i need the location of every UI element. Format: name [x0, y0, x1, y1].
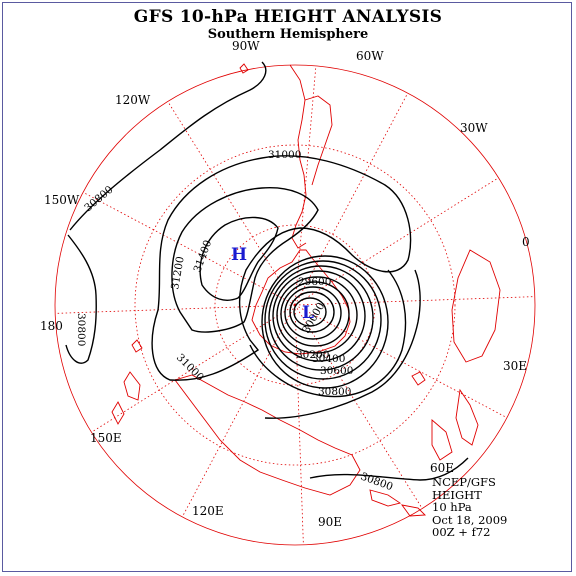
info-run: 00Z + f72 — [432, 525, 491, 539]
meridian-line — [294, 92, 409, 306]
info-date: Oct 18, 2009 — [432, 512, 508, 527]
low-center-marker: L — [302, 303, 314, 323]
longitude-label: 90E — [318, 515, 342, 529]
high-center-marker: H — [231, 245, 247, 265]
latitude-circle — [214, 224, 376, 386]
longitude-label: 30W — [460, 121, 488, 135]
meridian-line — [82, 191, 296, 306]
meridian-line — [181, 304, 296, 518]
info-level: 10 hPa — [432, 500, 472, 514]
longitude-label: 180 — [40, 319, 63, 333]
contour-label: 31000 — [268, 149, 301, 161]
longitude-labels: 90W 60W 30W 0 30E 60E 90E 120E 150E 180 150W 120W — [40, 39, 530, 529]
longitude-label: 0 — [522, 235, 530, 249]
meridian-line — [55, 304, 296, 314]
map-subtitle: Southern Hemisphere — [207, 27, 369, 42]
info-field: HEIGHT — [432, 487, 482, 502]
longitude-label: 60W — [356, 49, 384, 63]
coastlines — [111, 63, 501, 517]
longitude-label: 150E — [90, 431, 122, 445]
contour-labels: 3100030800314003120030800310002960030000… — [75, 149, 394, 493]
longitude-label: 120W — [115, 93, 151, 107]
contour-label: 30200 — [296, 349, 329, 361]
contour-label: 29600 — [298, 276, 331, 288]
height-contours — [65, 61, 469, 481]
contour-label: 30800 — [82, 184, 115, 215]
map-frame — [2, 2, 572, 572]
contour-label: 30600 — [320, 365, 353, 377]
latitude-circle — [134, 144, 456, 466]
meridian-line — [294, 296, 535, 306]
contour-label: 30800 — [359, 471, 394, 494]
contour-label: 30400 — [312, 353, 345, 365]
map-title: GFS 10-hPa HEIGHT ANALYSIS — [133, 7, 443, 27]
longitude-label: 30E — [503, 359, 527, 373]
contour-label: 31200 — [169, 256, 187, 291]
latlon-grid — [55, 65, 535, 545]
meridian-line — [294, 304, 304, 545]
info-source: NCEP/GFS — [432, 475, 496, 489]
contour-label: 30800 — [75, 313, 87, 346]
meridian-line — [167, 101, 296, 306]
longitude-label: 60E — [430, 461, 454, 475]
longitude-label: 90W — [232, 39, 260, 53]
longitude-label: 120E — [192, 504, 224, 518]
meridian-line — [294, 304, 423, 509]
contour-label: 30800 — [318, 386, 351, 398]
info-block: NCEP/GFS HEIGHT 10 hPa Oct 18, 2009 00Z … — [432, 476, 507, 539]
longitude-label: 150W — [44, 193, 80, 207]
contour-label: 31400 — [192, 239, 215, 274]
hemisphere-boundary — [54, 64, 536, 546]
